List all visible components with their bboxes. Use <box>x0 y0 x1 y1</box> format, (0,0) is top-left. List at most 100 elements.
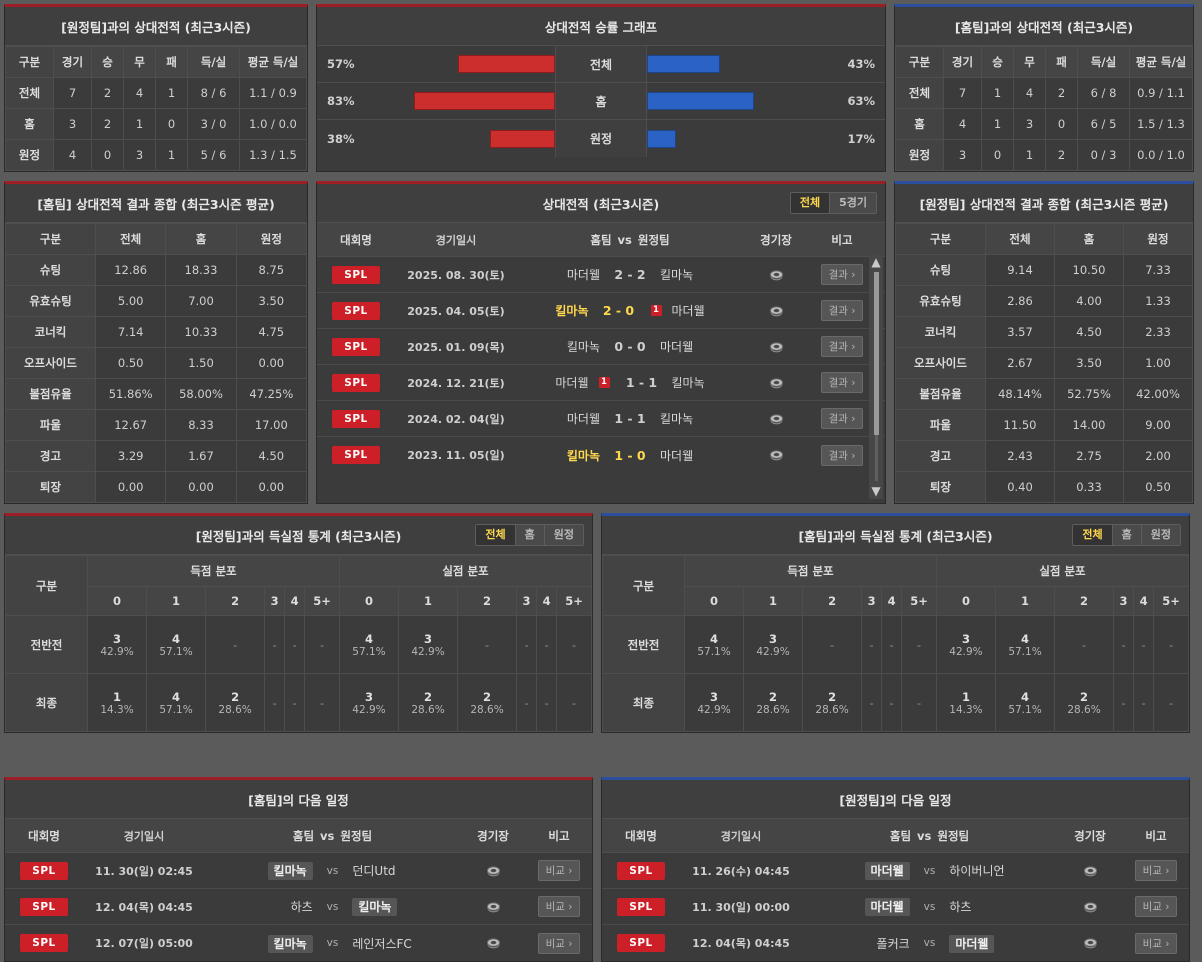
result-button[interactable]: 결과 › <box>820 444 864 466</box>
away-team-cell: 하이버니언 <box>949 862 1025 879</box>
schedule-note-cell[interactable]: 비교 › <box>1123 932 1189 954</box>
league-badge: SPL <box>617 861 665 880</box>
schedule-row[interactable]: SPL 12. 04(목) 04:45 폴커크 vs 마더웰 비교 › <box>602 925 1189 961</box>
dist-cell: 1 14.3% <box>86 673 148 732</box>
match-teams: 마더웰 2 - 2 킬마녹 <box>517 266 743 283</box>
match-row[interactable]: SPL 2024. 12. 21(토) 마더웰 1 1 - 1 킬마녹 결과 › <box>317 365 885 401</box>
match-row[interactable]: SPL 2025. 01. 09(목) 킬마녹 0 - 0 마더웰 결과 › <box>317 329 885 365</box>
match-filter-toggle-group[interactable]: 전체 5경기 <box>789 192 877 214</box>
scrollbar-track[interactable] <box>873 272 879 481</box>
toggle-option-1[interactable]: 홈 <box>515 525 545 545</box>
bucket-header: 4 <box>1133 586 1155 616</box>
match-row[interactable]: SPL 2023. 11. 05(일) 킬마녹 1 - 0 마더웰 결과 › <box>317 437 885 473</box>
away-team-name: 마더웰 <box>671 304 705 318</box>
col-header-note: 비고 <box>548 828 570 843</box>
toggle-option-1[interactable]: 5경기 <box>830 193 876 213</box>
match-date: 2023. 11. 05(일) <box>407 449 505 462</box>
match-venue-cell[interactable] <box>743 376 809 390</box>
cell: 3.50 <box>235 285 308 317</box>
compare-button[interactable]: 비교 › <box>537 860 581 881</box>
scrollbar-thumb[interactable] <box>873 272 879 436</box>
match-list-scrollbar[interactable]: ▲ ▼ <box>869 254 883 499</box>
schedule-venue-cell[interactable] <box>460 936 526 950</box>
match-row[interactable]: SPL 2025. 08. 30(토) 마더웰 2 - 2 킬마녹 결과 › <box>317 257 885 293</box>
schedule-note-cell[interactable]: 비교 › <box>1123 860 1189 881</box>
bucket-header: 1 <box>397 586 459 616</box>
bucket-header: 2 <box>205 586 266 616</box>
match-row[interactable]: SPL 2024. 02. 04(일) 마더웰 1 - 1 킬마녹 결과 › <box>317 401 885 437</box>
result-button[interactable]: 결과 › <box>820 300 864 321</box>
dist-away-toggle-group[interactable]: 전체 홈 원정 <box>475 524 584 546</box>
result-button[interactable]: 결과 › <box>820 408 864 429</box>
scroll-down-icon[interactable]: ▼ <box>871 484 881 498</box>
result-button[interactable]: 결과 › <box>820 264 864 285</box>
toggle-option-0[interactable]: 전체 <box>790 193 831 213</box>
table-row: 전반전 4 57.1% 3 42.9% - - - -3 42.9% 4 57.1% - - - - <box>602 615 1189 674</box>
cell: 2.00 <box>1123 440 1193 472</box>
match-note-cell[interactable]: 결과 › <box>809 336 875 357</box>
match-venue-cell[interactable] <box>743 448 809 462</box>
schedule-note-cell[interactable]: 비교 › <box>526 860 592 881</box>
toggle-option-0[interactable]: 전체 <box>1073 525 1113 545</box>
panel-winrate-graph: 상대전적 승률 그래프 57% 전체 43% 83% 홈 63% 38% 원정 17% <box>316 4 886 172</box>
cell: 18.33 <box>165 254 237 286</box>
match-note-cell[interactable]: 결과 › <box>809 300 875 321</box>
row-label: 전반전 <box>602 615 685 674</box>
toggle-option-2[interactable]: 원정 <box>1141 525 1180 545</box>
result-button[interactable]: 결과 › <box>820 372 864 393</box>
match-note-cell[interactable]: 결과 › <box>809 372 875 393</box>
schedule-note-cell[interactable]: 비교 › <box>526 932 592 954</box>
panel-title-text: [홈팀]과의 득실점 통계 (최근3시즌) <box>798 529 993 544</box>
schedule-venue-cell[interactable] <box>1057 864 1123 878</box>
schedule-row[interactable]: SPL 11. 30(일) 02:45 킬마녹 vs 던디Utd 비교 › <box>5 853 592 889</box>
compare-button[interactable]: 비교 › <box>537 896 581 917</box>
cell: 1.50 <box>165 347 237 379</box>
home-team-name: 폴커크 <box>876 936 910 951</box>
table-row: 전체 7 2 4 1 8 / 6 1.1 / 0.9 <box>5 77 307 109</box>
dist-cell: - <box>304 615 340 674</box>
schedule-venue-cell[interactable] <box>460 900 526 914</box>
bucket-header: 3 <box>861 586 883 616</box>
dist-cell: - <box>1153 673 1189 732</box>
table-row: 퇴장 0.40 0.33 0.50 <box>895 471 1193 503</box>
match-row[interactable]: SPL 2025. 04. 05(토) 킬마녹 2 - 0 1 마더웰 결과 › <box>317 293 885 329</box>
toggle-option-0[interactable]: 전체 <box>476 525 516 545</box>
col-header-note: 비고 <box>1145 828 1167 843</box>
dist-cell: 2 28.6% <box>743 673 804 732</box>
compare-button[interactable]: 비교 › <box>537 932 581 954</box>
schedule-note-cell[interactable]: 비교 › <box>526 896 592 917</box>
schedule-row[interactable]: SPL 12. 07(일) 05:00 킬마녹 vs 레인저스FC 비교 › <box>5 925 592 961</box>
schedule-row[interactable]: SPL 11. 30(일) 00:00 마더웰 vs 하츠 비교 › <box>602 889 1189 925</box>
dist-home-toggle-group[interactable]: 전체 홈 원정 <box>1072 524 1181 546</box>
match-venue-cell[interactable] <box>743 268 809 282</box>
dist-cell: - <box>1133 673 1155 732</box>
dist-cell: 2 28.6% <box>802 673 863 732</box>
cell: 0 <box>155 108 188 140</box>
compare-button[interactable]: 비교 › <box>1134 860 1178 881</box>
schedule-row[interactable]: SPL 12. 04(목) 04:45 하츠 vs 킬마녹 비교 › <box>5 889 592 925</box>
table-row: 볼점유율 51.86% 58.00% 47.25% <box>5 378 308 410</box>
result-button[interactable]: 결과 › <box>820 336 864 357</box>
schedule-row[interactable]: SPL 11. 26(수) 04:45 마더웰 vs 하이버니언 비교 › <box>602 853 1189 889</box>
match-venue-cell[interactable] <box>743 412 809 426</box>
match-note-cell[interactable]: 결과 › <box>809 264 875 285</box>
schedule-venue-cell[interactable] <box>1057 900 1123 914</box>
match-note-cell[interactable]: 결과 › <box>809 408 875 429</box>
league-badge: SPL <box>20 934 68 952</box>
compare-button[interactable]: 비교 › <box>1134 932 1178 954</box>
match-venue-cell[interactable] <box>743 340 809 354</box>
schedule-venue-cell[interactable] <box>1057 936 1123 950</box>
toggle-option-1[interactable]: 홈 <box>1112 525 1142 545</box>
toggle-option-2[interactable]: 원정 <box>544 525 583 545</box>
match-note-cell[interactable]: 결과 › <box>809 444 875 466</box>
schedule-note-cell[interactable]: 비교 › <box>1123 896 1189 917</box>
match-venue-cell[interactable] <box>743 304 809 318</box>
dist-cell: 4 57.1% <box>338 615 399 674</box>
compare-button[interactable]: 비교 › <box>1134 896 1178 917</box>
row-label: 파울 <box>5 409 96 441</box>
cell: 0.00 <box>235 471 308 503</box>
schedule-venue-cell[interactable] <box>460 864 526 878</box>
cell: 14.00 <box>1054 409 1124 441</box>
scroll-up-icon[interactable]: ▲ <box>871 255 881 269</box>
col-header: 패 <box>155 46 188 78</box>
